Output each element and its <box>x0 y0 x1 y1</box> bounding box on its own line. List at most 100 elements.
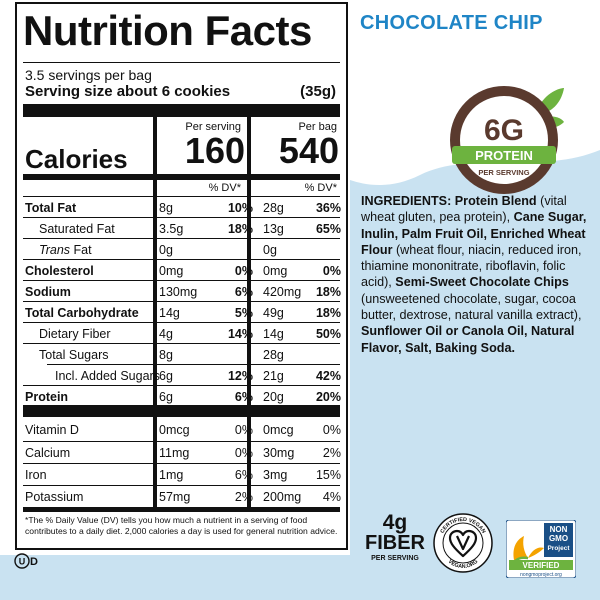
nutrient-label: Cholesterol <box>25 264 94 278</box>
nutrition-title: Nutrition Facts <box>23 7 312 54</box>
dv-serving: 0% <box>234 264 253 278</box>
serving-size-label: Serving size about 6 cookies <box>25 83 231 100</box>
nongmo-line1: NON <box>550 525 568 534</box>
dv-serving: 6% <box>234 285 253 299</box>
dv-serving: 5% <box>234 306 253 320</box>
amount-bag: 0g <box>263 243 277 257</box>
serving-size-grams: (35g) <box>300 83 336 100</box>
ingredient-part: (unsweetened chocolate, sugar, cocoa but… <box>361 291 582 323</box>
dv-serving: 18% <box>227 222 253 236</box>
amount-serving: 14g <box>159 306 180 320</box>
dv-bag: 65% <box>315 222 341 236</box>
column-divider <box>153 117 157 405</box>
dv-bag: 0% <box>322 423 341 437</box>
divider <box>23 62 340 63</box>
dv-serving: 6% <box>234 468 253 482</box>
vitamin-label: Iron <box>25 468 47 482</box>
amount-bag: 0mg <box>263 264 288 278</box>
fiber-callout: 4g FIBER PER SERVING <box>363 512 427 562</box>
nutrient-label: Total Fat <box>25 201 77 215</box>
dv-bag: 50% <box>315 327 341 341</box>
amount-bag: 20g <box>263 390 284 404</box>
amount-serving: 0mg <box>159 264 184 278</box>
ingredient-part: Sunflower Oil or Canola Oil, Natural Fla… <box>361 324 575 355</box>
amount-bag: 3mg <box>263 468 288 482</box>
nongmo-line5: nongmoproject.org <box>520 572 562 578</box>
bottom-band <box>0 555 600 600</box>
trans-label: Trans <box>39 243 71 257</box>
kosher-ud-icon: U D <box>14 553 38 569</box>
nutrient-row-added-sugars: Incl. Added Sugars 6g 12% 21g 42% <box>47 364 341 386</box>
dv-footnote: *The % Daily Value (DV) tells you how mu… <box>25 515 338 536</box>
nutrient-row-trans-fat: Trans Fat 0g 0g <box>23 238 340 260</box>
amount-serving: 1mg <box>159 468 184 482</box>
thick-divider <box>23 405 340 417</box>
protein-badge: 6G PROTEIN PER SERVING <box>450 86 564 194</box>
kosher-suffix: D <box>30 556 38 568</box>
nutrient-label: Incl. Added Sugars <box>55 369 160 383</box>
vegan-bottom-text: VEGAN.ORG <box>447 559 480 570</box>
nutrient-label: Trans Fat <box>39 243 92 257</box>
nutrient-row-saturated-fat: Saturated Fat 3.5g 18% 13g 65% <box>23 217 341 239</box>
protein-label: PROTEIN <box>475 148 533 163</box>
dv-serving: 6% <box>234 390 253 404</box>
amount-serving: 3.5g <box>159 222 184 236</box>
ingredient-part: Cane Sugar, Inulin, Palm Fruit Oil, Enri… <box>361 210 587 257</box>
nutrient-row-protein: Protein 6g 6% 20g 20% <box>23 385 341 407</box>
nongmo-line3: Project <box>547 545 570 552</box>
amount-bag: 49g <box>263 306 284 320</box>
ingredient-part: (vital wheat gluten, pea protein), <box>361 194 567 225</box>
protein-amount: 6G <box>484 114 524 147</box>
svg-text:VEGAN.ORG: VEGAN.ORG <box>447 559 480 570</box>
amount-serving: 8g <box>159 348 173 362</box>
per-serving-label: Per serving <box>185 121 241 133</box>
nutrient-label: Sodium <box>25 285 71 299</box>
amount-bag: 21g <box>263 369 284 383</box>
thick-divider <box>23 174 340 180</box>
nongmo-line2: GMO <box>549 534 568 543</box>
amount-serving: 11mg <box>159 446 190 460</box>
amount-bag: 28g <box>263 348 284 362</box>
calories-per-bag: 540 <box>278 130 339 171</box>
column-divider <box>247 413 251 509</box>
vitamin-row-calcium: Calcium 11mg 0% 30mg 2% <box>23 441 341 463</box>
nutrient-row-cholesterol: Cholesterol 0mg 0% 0mg 0% <box>23 259 341 281</box>
fiber-label: FIBER <box>365 532 425 554</box>
vitamin-label: Vitamin D <box>25 423 79 437</box>
nutrient-label: Protein <box>25 390 69 404</box>
calories-per-serving: 160 <box>184 130 245 171</box>
nutrient-label: Total Carbohydrate <box>25 306 139 320</box>
dv-serving: 12% <box>227 369 253 383</box>
nutrient-row-sodium: Sodium 130mg 6% 420mg 18% <box>23 280 341 302</box>
dv-serving: 14% <box>227 327 253 341</box>
dv-bag: 20% <box>315 390 341 404</box>
dv-bag: 18% <box>315 285 341 299</box>
ingredient-part: Semi-Sweet Chocolate Chips <box>395 275 569 290</box>
ingredients-label: INGREDIENTS: <box>361 194 452 208</box>
dv-bag: 4% <box>322 490 341 504</box>
per-bag-label: Per bag <box>298 121 337 133</box>
dv-bag: 18% <box>315 306 341 320</box>
butterfly-icon <box>513 536 544 560</box>
amount-serving: 8g <box>159 201 173 215</box>
ingredients-text: INGREDIENTS: Protein Blend (vital wheat … <box>361 193 593 356</box>
trans-suffix: Fat <box>70 243 92 257</box>
certified-vegan-logo: CERTIFIED VEGAN VEGAN.ORG <box>433 513 493 573</box>
amount-serving: 6g <box>159 390 173 404</box>
column-divider <box>247 117 251 405</box>
dv-header-serving: % DV* <box>208 182 241 194</box>
kosher-letter: U <box>19 557 26 567</box>
calories-label: Calories <box>25 144 128 174</box>
servings-per-bag: 3.5 servings per bag <box>25 67 152 83</box>
ingredient-part: (wheat flour, niacin, reduced iron, thia… <box>361 242 582 290</box>
thick-divider <box>23 104 340 117</box>
nutrient-row-dietary-fiber: Dietary Fiber 4g 14% 14g 50% <box>23 322 341 344</box>
amount-bag: 30mg <box>263 446 295 460</box>
amount-serving: 130mg <box>159 285 198 299</box>
amount-serving: 57mg <box>159 490 191 504</box>
vitamin-row-iron: Iron 1mg 6% 3mg 15% <box>23 463 341 485</box>
column-divider <box>153 413 157 509</box>
amount-bag: 420mg <box>263 285 302 299</box>
dv-serving: 2% <box>234 490 253 504</box>
amount-serving: 4g <box>159 327 173 341</box>
